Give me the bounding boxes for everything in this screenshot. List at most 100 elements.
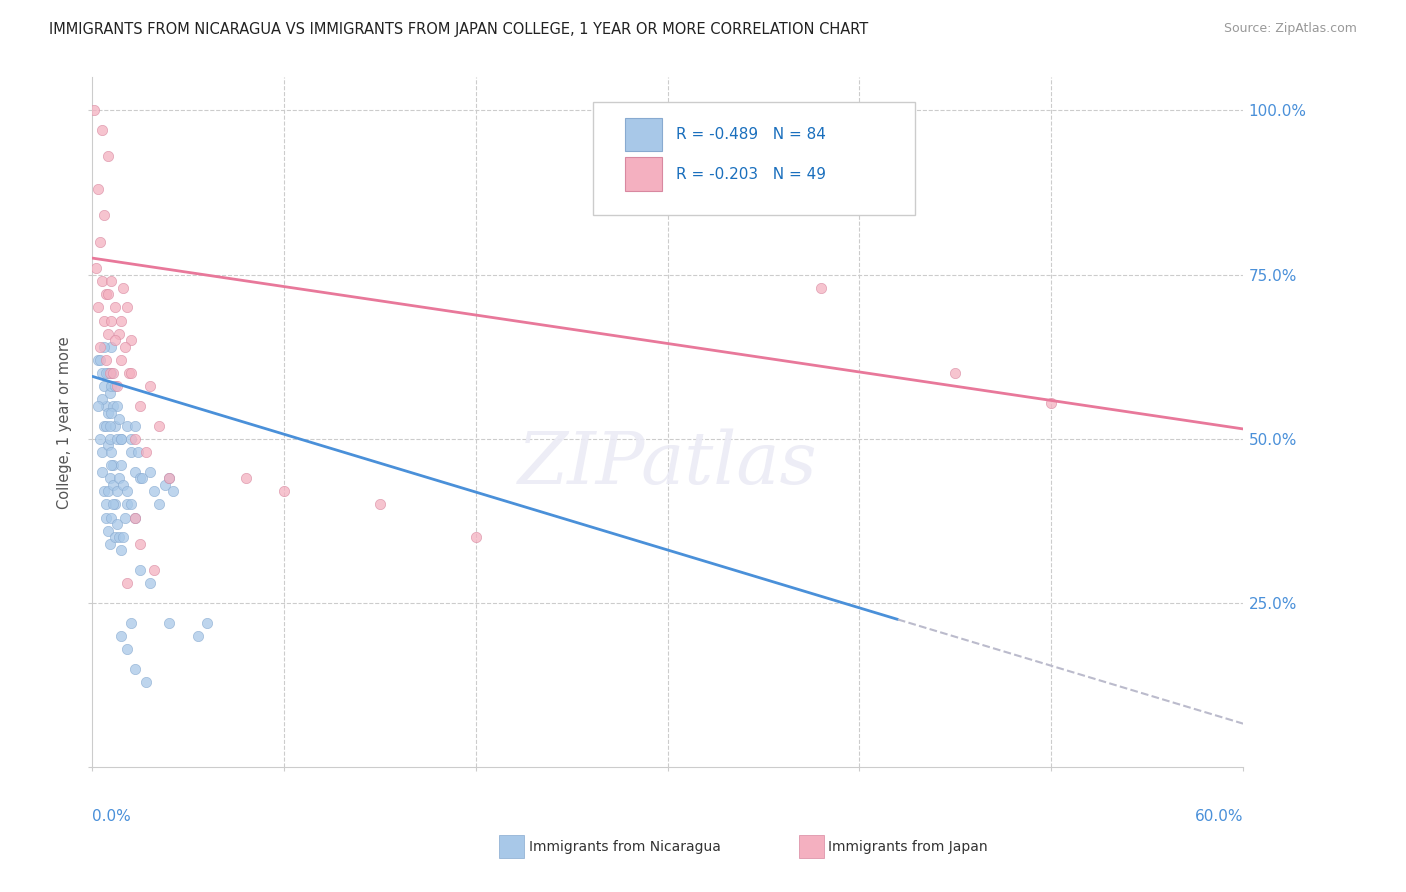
Point [1040,395,1063,409]
Point [142,563,165,577]
Point [90,366,112,380]
Point [110,432,132,446]
Point [87,399,110,413]
Point [98,471,121,485]
Point [100,366,122,380]
Point [89,353,111,368]
Point [104,301,127,315]
Point [148,498,170,512]
Point [115,418,138,433]
Point [129,537,152,551]
Point [104,498,127,512]
Point [197,615,219,630]
Point [98,432,121,446]
Point [93,208,115,222]
Text: ZIPatlas: ZIPatlas [517,428,817,499]
Point [153,477,176,491]
Text: R = -0.203   N = 49: R = -0.203 N = 49 [676,167,825,181]
Point [94,287,117,301]
Y-axis label: College, 1 year or more: College, 1 year or more [58,336,72,508]
Point [103,366,125,380]
Point [87,182,110,196]
Point [110,432,132,446]
Point [103,498,125,512]
Point [89,235,111,249]
Point [100,340,122,354]
Point [111,281,134,295]
Point [139,465,162,479]
Point [111,530,134,544]
Point [129,471,152,485]
Point [120,498,142,512]
Point [131,471,153,485]
Point [157,615,180,630]
Point [87,353,110,368]
Point [124,418,146,433]
Point [135,445,157,459]
Point [104,530,127,544]
Point [94,399,117,413]
Point [97,326,120,341]
Point [93,418,115,433]
Point [139,576,162,591]
Point [100,405,122,419]
Point [104,379,127,393]
Point [87,301,110,315]
Point [110,313,132,327]
Text: Immigrants from Nicaragua: Immigrants from Nicaragua [529,839,720,854]
Text: 0.0%: 0.0% [93,809,131,823]
Point [124,510,146,524]
Point [235,471,257,485]
Point [157,471,180,485]
Point [105,517,128,532]
Point [84,260,107,275]
Point [104,418,127,433]
Point [148,418,170,433]
Point [115,576,138,591]
Point [129,563,152,577]
Text: IMMIGRANTS FROM NICARAGUA VS IMMIGRANTS FROM JAPAN COLLEGE, 1 YEAR OR MORE CORRE: IMMIGRANTS FROM NICARAGUA VS IMMIGRANTS … [49,22,869,37]
Point [100,445,122,459]
Point [103,399,125,413]
Point [103,458,125,472]
Point [124,465,146,479]
Point [464,530,486,544]
Point [139,379,162,393]
Point [103,477,125,491]
Point [945,366,967,380]
Point [93,313,115,327]
Point [114,510,136,524]
Point [94,498,117,512]
Point [105,399,128,413]
Point [90,445,112,459]
Point [124,662,146,676]
Text: 60.0%: 60.0% [1195,809,1243,823]
Point [599,195,621,210]
Point [129,399,152,413]
Point [105,379,128,393]
Point [104,333,127,347]
Point [110,458,132,472]
Point [98,418,121,433]
Text: Source: ZipAtlas.com: Source: ZipAtlas.com [1223,22,1357,36]
Point [110,543,132,558]
FancyBboxPatch shape [626,118,662,152]
Point [93,340,115,354]
Point [97,438,120,452]
Point [90,123,112,137]
Point [100,510,122,524]
Point [120,366,142,380]
Point [108,326,131,341]
Point [97,484,120,499]
Point [120,445,142,459]
Point [187,629,209,643]
Point [162,484,184,499]
Point [98,385,121,400]
Point [105,432,128,446]
Point [94,418,117,433]
Point [94,353,117,368]
Point [93,379,115,393]
Point [115,484,138,499]
Point [89,432,111,446]
Point [157,471,180,485]
